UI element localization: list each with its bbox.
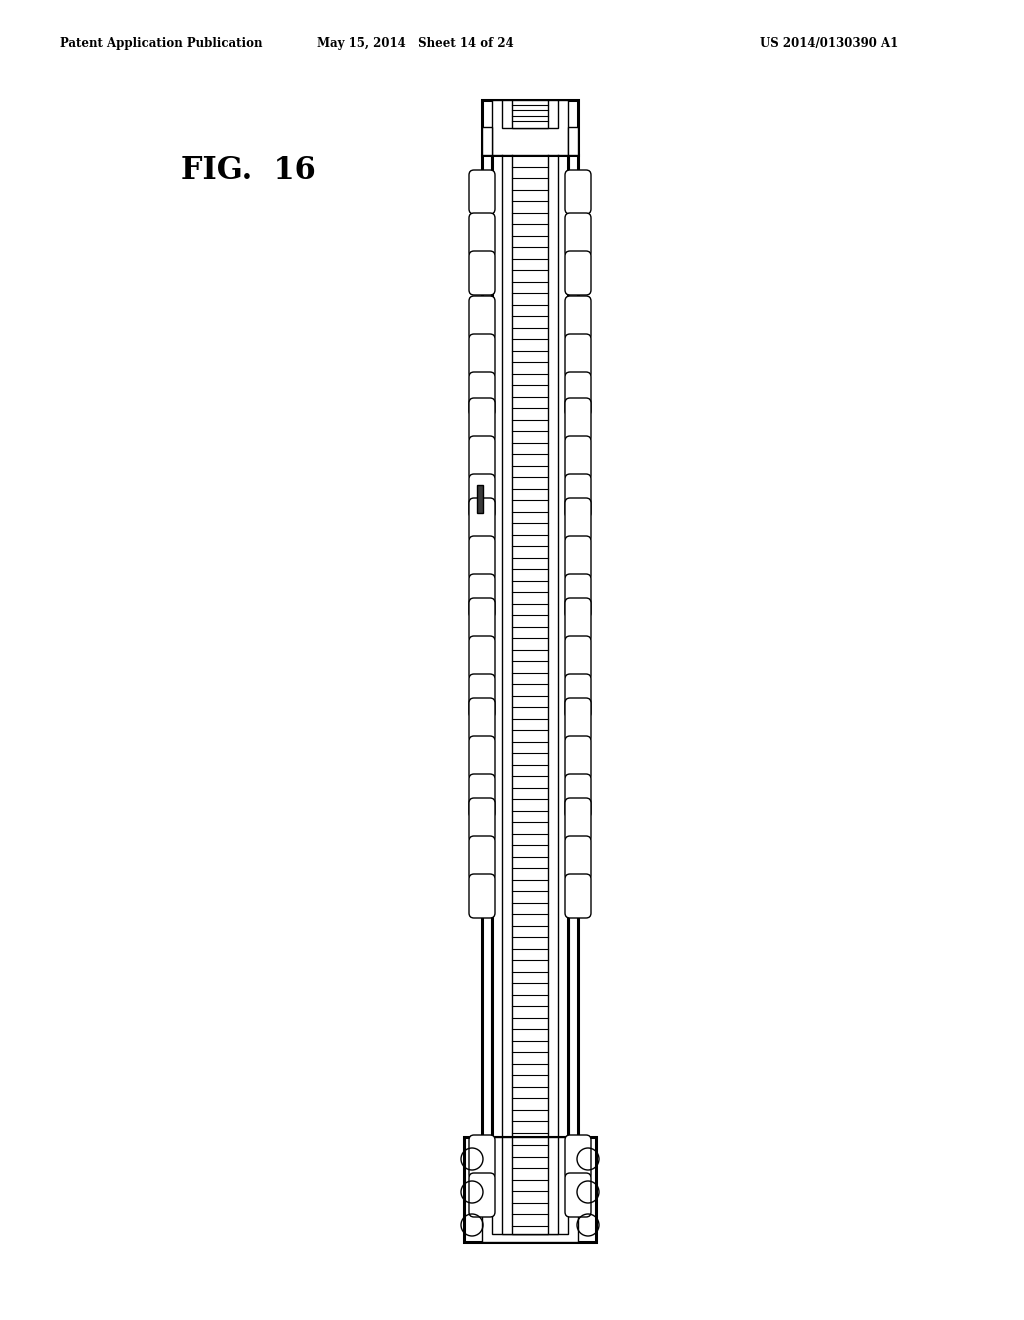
Bar: [492, 154, 568, 1137]
Bar: [482, 127, 492, 154]
FancyBboxPatch shape: [469, 498, 495, 543]
FancyBboxPatch shape: [469, 874, 495, 917]
FancyBboxPatch shape: [469, 170, 495, 214]
Bar: [477, 484, 483, 512]
FancyBboxPatch shape: [469, 598, 495, 642]
FancyBboxPatch shape: [469, 399, 495, 442]
Text: May 15, 2014   Sheet 14 of 24: May 15, 2014 Sheet 14 of 24: [316, 37, 513, 50]
FancyBboxPatch shape: [565, 698, 591, 742]
Bar: [502, 1137, 558, 1234]
Bar: [482, 1137, 578, 1242]
FancyBboxPatch shape: [565, 1173, 591, 1217]
FancyBboxPatch shape: [469, 774, 495, 818]
FancyBboxPatch shape: [565, 436, 591, 480]
FancyBboxPatch shape: [565, 874, 591, 917]
FancyBboxPatch shape: [469, 536, 495, 579]
FancyBboxPatch shape: [565, 474, 591, 517]
FancyBboxPatch shape: [565, 598, 591, 642]
Bar: [464, 1137, 596, 1242]
FancyBboxPatch shape: [565, 296, 591, 341]
Bar: [492, 100, 568, 154]
FancyBboxPatch shape: [565, 799, 591, 842]
FancyBboxPatch shape: [565, 170, 591, 214]
Bar: [502, 100, 558, 128]
FancyBboxPatch shape: [469, 251, 495, 294]
FancyBboxPatch shape: [469, 474, 495, 517]
FancyBboxPatch shape: [469, 636, 495, 680]
FancyBboxPatch shape: [565, 675, 591, 718]
FancyBboxPatch shape: [565, 536, 591, 579]
FancyBboxPatch shape: [469, 836, 495, 880]
FancyBboxPatch shape: [469, 675, 495, 718]
Text: US 2014/0130390 A1: US 2014/0130390 A1: [760, 37, 898, 50]
Bar: [568, 127, 578, 154]
Text: Patent Application Publication: Patent Application Publication: [60, 37, 262, 50]
FancyBboxPatch shape: [565, 372, 591, 416]
FancyBboxPatch shape: [565, 498, 591, 543]
FancyBboxPatch shape: [469, 698, 495, 742]
FancyBboxPatch shape: [469, 737, 495, 780]
FancyBboxPatch shape: [565, 213, 591, 257]
FancyBboxPatch shape: [469, 436, 495, 480]
Bar: [512, 1137, 548, 1234]
FancyBboxPatch shape: [565, 334, 591, 378]
Bar: [482, 100, 578, 154]
FancyBboxPatch shape: [565, 251, 591, 294]
FancyBboxPatch shape: [565, 737, 591, 780]
FancyBboxPatch shape: [469, 1173, 495, 1217]
Bar: [482, 154, 492, 1137]
FancyBboxPatch shape: [469, 574, 495, 618]
FancyBboxPatch shape: [565, 836, 591, 880]
Bar: [568, 154, 578, 1137]
FancyBboxPatch shape: [565, 774, 591, 818]
FancyBboxPatch shape: [565, 636, 591, 680]
FancyBboxPatch shape: [469, 372, 495, 416]
FancyBboxPatch shape: [469, 799, 495, 842]
FancyBboxPatch shape: [469, 296, 495, 341]
FancyBboxPatch shape: [469, 213, 495, 257]
FancyBboxPatch shape: [469, 1135, 495, 1179]
FancyBboxPatch shape: [469, 334, 495, 378]
FancyBboxPatch shape: [565, 1135, 591, 1179]
Bar: [492, 1137, 568, 1234]
FancyBboxPatch shape: [565, 399, 591, 442]
Bar: [512, 100, 548, 128]
FancyBboxPatch shape: [565, 574, 591, 618]
Text: FIG.  16: FIG. 16: [180, 154, 315, 186]
